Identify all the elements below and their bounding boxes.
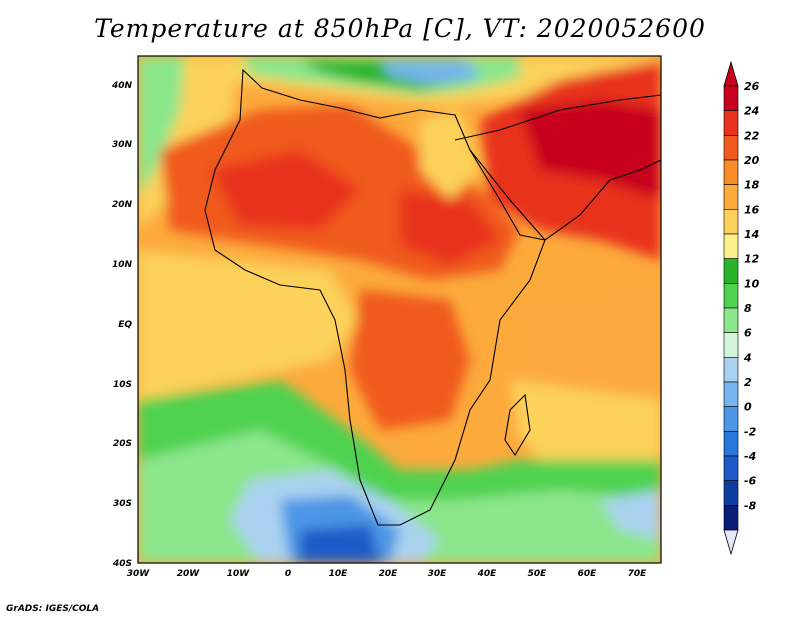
colorbar-swatch — [723, 283, 739, 309]
colorbar-swatch — [723, 307, 739, 333]
colorbar-bottom-arrow — [723, 529, 739, 556]
colorbar-label: -6 — [744, 475, 757, 488]
lat-label: 10N — [112, 260, 133, 270]
lon-label: 20E — [379, 569, 399, 579]
colorbar-label: 6 — [744, 327, 752, 340]
colorbar-swatch — [723, 159, 739, 185]
colorbar-label: 4 — [743, 351, 752, 364]
lon-label: 10W — [227, 569, 251, 579]
colorbar-swatch — [723, 505, 739, 531]
colorbar-label: 0 — [744, 401, 752, 414]
colorbar-swatch — [723, 480, 739, 506]
colorbar-swatch — [723, 258, 739, 284]
colorbar-swatch — [723, 110, 739, 136]
lat-label: 40N — [111, 81, 133, 91]
colorbar-label: 12 — [744, 253, 760, 266]
credit-label: GrADS: IGES/COLA — [6, 604, 100, 614]
colorbar-swatch — [723, 406, 739, 432]
lon-label: 0 — [285, 569, 291, 579]
lon-label: 10E — [329, 569, 349, 579]
colorbar-swatch — [723, 233, 739, 259]
lat-label: 10S — [113, 380, 132, 390]
colorbar-swatch — [723, 332, 739, 358]
colorbar-label: -4 — [744, 450, 756, 463]
colorbar-swatch — [723, 455, 739, 481]
colorbar-label: -2 — [744, 425, 757, 438]
lat-label: 20N — [112, 200, 133, 210]
colorbar-swatch — [723, 209, 739, 235]
colorbar-swatch — [723, 184, 739, 210]
lon-label: 60E — [578, 569, 598, 579]
lon-label: 20W — [177, 569, 201, 579]
colorbar-swatch — [723, 135, 739, 161]
colorbar-label: 2 — [744, 376, 752, 389]
colorbar-top-arrow — [723, 60, 739, 87]
colorbar-swatch — [723, 85, 739, 111]
colorbar-label: 10 — [744, 277, 760, 290]
colorbar-label: 16 — [744, 203, 760, 216]
colorbar-label: 24 — [744, 105, 759, 118]
colorbar-label: -8 — [744, 499, 757, 512]
colorbar-swatch — [723, 431, 739, 457]
lon-label: 70E — [628, 569, 648, 579]
lat-label: 30N — [112, 140, 133, 150]
lat-label: 40S — [112, 559, 132, 569]
lon-label: 40E — [477, 569, 498, 579]
lon-label: 30E — [428, 569, 448, 579]
lat-label: 30S — [113, 499, 132, 509]
map-title: Temperature at 850hPa [C], VT: 202005260… — [94, 14, 706, 43]
colorbar-label: 20 — [744, 154, 760, 167]
colorbar-label: 14 — [744, 228, 759, 241]
lat-label: EQ — [118, 320, 132, 330]
coastlines — [204, 68, 661, 526]
lat-label: 20S — [113, 439, 132, 449]
colorbar-swatch — [723, 357, 739, 383]
lon-label: 30W — [127, 569, 151, 579]
colorbar-swatch — [723, 381, 739, 407]
colorbar-label: 22 — [744, 129, 760, 142]
temperature-field — [138, 56, 661, 563]
map-frame — [137, 55, 662, 564]
colorbar-label: 18 — [744, 179, 760, 192]
lon-label: 50E — [528, 569, 548, 579]
colorbar-label: 26 — [744, 80, 760, 93]
axis-labels: 30W 20W 10W 0 10E 20E 30E 40E 50E 60E 70… — [111, 81, 647, 579]
colorbar-label: 8 — [744, 302, 752, 315]
